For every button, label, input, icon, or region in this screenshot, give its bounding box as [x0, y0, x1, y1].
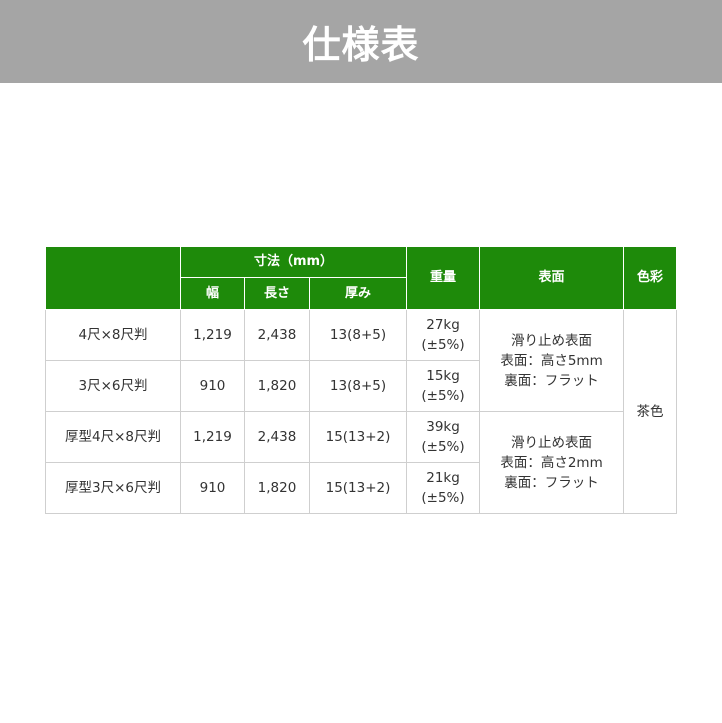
table-row: 4尺×8尺判 1,219 2,438 13(8+5) 27kg (±5%) 滑り止…	[45, 309, 678, 514]
header-blank	[45, 246, 181, 310]
cell-name: 4尺×8尺判	[45, 309, 181, 361]
cell-length: 1,820	[244, 462, 310, 514]
weight-value: 27kg	[426, 317, 460, 333]
cell-thickness: 15(13+2)	[308, 462, 408, 514]
cell-width: 910	[180, 360, 245, 412]
surface-line: 裏面：フラット	[504, 474, 599, 491]
cell-weight: 27kg (±5%)	[406, 309, 481, 361]
weight-tolerance: (±5%)	[421, 439, 465, 455]
cell-name: 3尺×6尺判	[45, 360, 181, 412]
table-row: 厚型3尺×6尺判 910 1,820 15(13+2) 21kg (±5%)	[45, 462, 677, 514]
weight-value: 39kg	[426, 419, 460, 435]
surface-line: 裏面：フラット	[504, 372, 599, 389]
cell-thickness: 13(8+5)	[308, 309, 408, 361]
header-width: 幅	[180, 277, 245, 310]
weight-tolerance: (±5%)	[421, 388, 465, 404]
weight-value: 21kg	[426, 470, 460, 486]
cell-weight: 39kg (±5%)	[406, 411, 481, 463]
cell-name: 厚型4尺×8尺判	[45, 411, 181, 463]
cell-width: 1,219	[180, 411, 245, 463]
subheader-row: 幅 長さ 厚み	[46, 277, 677, 310]
header-row: 寸法（mm） 重量 表面 色彩	[45, 246, 678, 310]
surface-line: 表面：高さ2mm	[500, 454, 603, 471]
cell-surface: 滑り止め表面 表面：高さ2mm 裏面：フラット	[479, 411, 625, 514]
table-row: 3尺×6尺判 910 1,820 13(8+5) 15kg (±5%)	[45, 360, 677, 412]
cell-thickness: 13(8+5)	[308, 360, 408, 412]
header-dimensions: 寸法（mm）	[179, 246, 408, 278]
header-color: 色彩	[623, 246, 678, 310]
header-weight: 重量	[406, 246, 481, 310]
cell-name: 厚型3尺×6尺判	[45, 462, 181, 514]
cell-weight: 15kg (±5%)	[406, 360, 481, 412]
cell-weight: 21kg (±5%)	[406, 462, 481, 514]
cell-width: 1,219	[180, 309, 245, 361]
surface-line: 表面：高さ5mm	[500, 352, 603, 369]
page-title: 仕様表	[302, 23, 420, 67]
cell-length: 1,820	[244, 360, 310, 412]
cell-length: 2,438	[244, 411, 310, 463]
header-length: 長さ	[244, 277, 310, 310]
surface-line: 滑り止め表面	[511, 434, 593, 451]
title-banner: 仕様表	[0, 0, 722, 83]
table-row: 厚型4尺×8尺判 1,219 2,438 15(13+2) 39kg (±5%) …	[45, 411, 677, 514]
spec-table: 寸法（mm） 重量 表面 色彩 幅 長さ 厚み 4尺×8尺判 1,219 2,4…	[45, 246, 678, 514]
cell-color: 茶色	[623, 309, 678, 514]
header-thickness: 厚み	[308, 277, 408, 310]
cell-thickness: 15(13+2)	[308, 411, 408, 463]
weight-tolerance: (±5%)	[421, 490, 465, 506]
cell-width: 910	[180, 462, 245, 514]
cell-length: 2,438	[244, 309, 310, 361]
surface-line: 滑り止め表面	[511, 332, 593, 349]
weight-value: 15kg	[426, 368, 460, 384]
header-surface: 表面	[479, 246, 625, 310]
weight-tolerance: (±5%)	[421, 337, 465, 353]
cell-surface: 滑り止め表面 表面：高さ5mm 裏面：フラット	[479, 309, 625, 412]
